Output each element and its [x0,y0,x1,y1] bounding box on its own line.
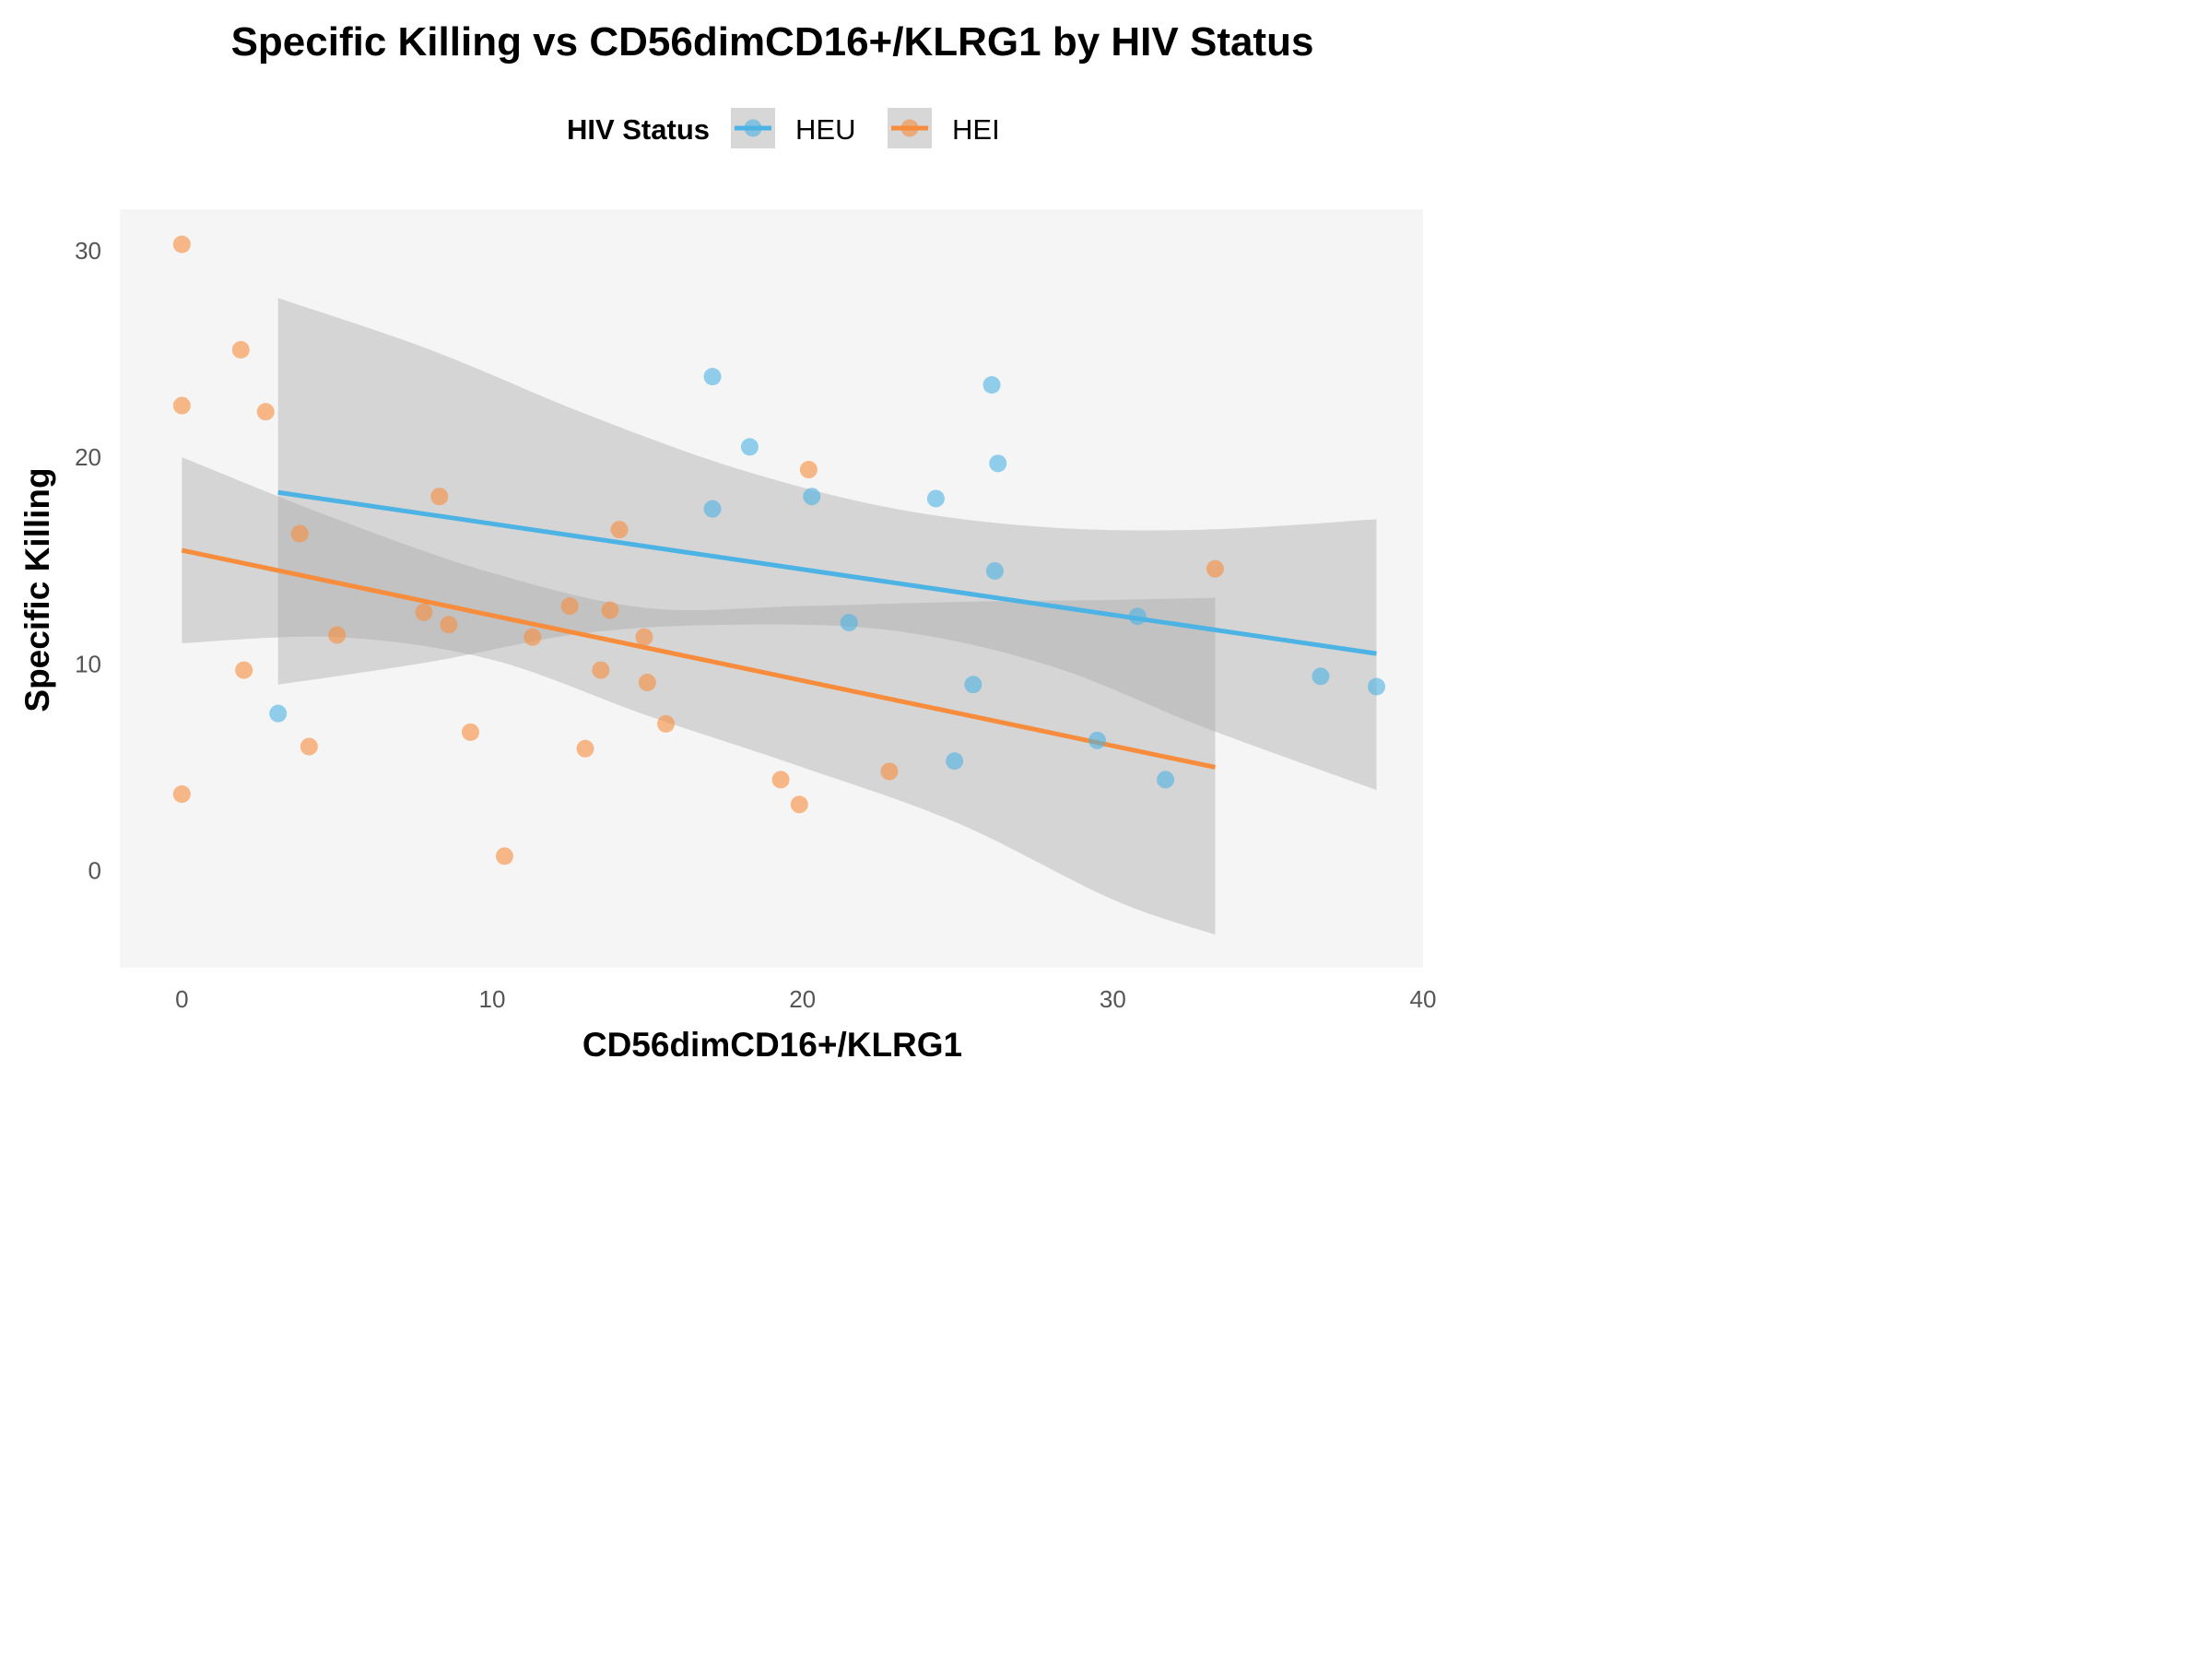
data-point-heu-12 [1088,731,1106,749]
legend: HIV Status HEU HEI [567,108,1000,148]
data-point-heu-14 [1157,771,1175,789]
regression-lines [181,489,1377,770]
data-point-heu-7 [946,752,964,771]
data-point-heu-13 [1128,607,1147,626]
data-point-hei-15 [560,597,579,616]
data-point-hei-13 [495,847,513,865]
x-axis-ticks: 0 10 20 30 40 [175,985,1436,1013]
y-tick-label-20: 20 [75,443,101,471]
data-point-hei-7 [300,737,318,756]
x-axis-title: CD56dimCD16+/KLRG1 [582,1026,962,1064]
regression-line-hei [181,547,1216,770]
legend-entry-hei: HEI [888,108,1000,148]
data-point-heu-3 [740,438,759,456]
chart-title: Specific Killing vs CD56dimCD16+/KLRG1 b… [231,19,1314,65]
data-point-heu-10 [985,561,1004,580]
data-point-hei-27 [1206,559,1224,578]
data-point-hei-26 [880,762,899,781]
data-point-hei-10 [430,488,449,506]
data-point-heu-4 [803,488,821,506]
legend-label-hei: HEI [952,113,1000,146]
y-tick-label-0: 0 [88,857,101,885]
x-tick-label-10: 10 [479,985,506,1013]
x-tick-label-0: 0 [175,985,188,1013]
x-tick-label-20: 20 [789,985,816,1013]
data-point-heu-15 [1312,667,1330,686]
data-point-hei-22 [657,714,676,733]
data-point-hei-17 [592,661,610,679]
x-tick-label-40: 40 [1410,985,1437,1013]
data-point-hei-4 [235,661,253,679]
confidence-band-heu [277,298,1377,791]
data-point-hei-18 [601,601,619,619]
legend-label-heu: HEU [795,113,855,146]
data-point-hei-2 [172,785,191,804]
data-point-hei-20 [635,628,653,646]
data-point-heu-2 [703,500,722,518]
x-tick-label-30: 30 [1100,985,1126,1013]
data-point-hei-14 [524,628,542,646]
data-point-heu-6 [926,489,945,508]
data-point-hei-23 [771,771,790,789]
data-point-hei-25 [799,461,818,479]
legend-point-heu [744,119,762,137]
data-point-hei-8 [328,626,347,644]
legend-entry-heu: HEU [731,108,855,148]
legend-point-hei [900,119,919,137]
data-point-hei-16 [576,739,594,758]
data-point-heu-9 [982,376,1001,394]
data-point-hei-3 [231,340,250,359]
regression-line-heu [277,489,1377,656]
data-point-hei-5 [256,403,275,421]
data-point-hei-1 [172,396,191,415]
data-point-hei-9 [415,603,433,621]
y-tick-label-30: 30 [75,237,101,265]
data-point-hei-6 [290,524,309,543]
data-point-heu-16 [1368,677,1385,696]
data-point-hei-0 [172,235,191,253]
y-axis-title: Specific Killing [18,467,56,712]
plot-panel [120,209,1423,968]
data-point-hei-24 [790,795,808,814]
data-point-heu-0 [269,704,288,723]
data-point-heu-11 [989,454,1007,473]
data-point-hei-21 [638,674,656,692]
confidence-bands [182,298,1377,935]
data-point-hei-19 [610,521,629,539]
data-point-heu-5 [840,614,858,632]
confidence-band-hei [182,457,1216,935]
data-point-heu-1 [703,368,722,386]
data-point-heu-8 [964,676,982,694]
data-point-hei-12 [461,723,479,741]
y-tick-label-10: 10 [75,650,101,677]
data-point-hei-11 [440,616,458,634]
legend-title: HIV Status [567,113,710,146]
scatter-chart: Specific Killing vs CD56dimCD16+/KLRG1 b… [0,0,1445,1084]
data-points [172,235,1385,865]
y-axis-ticks: 0 10 20 30 [75,237,101,885]
